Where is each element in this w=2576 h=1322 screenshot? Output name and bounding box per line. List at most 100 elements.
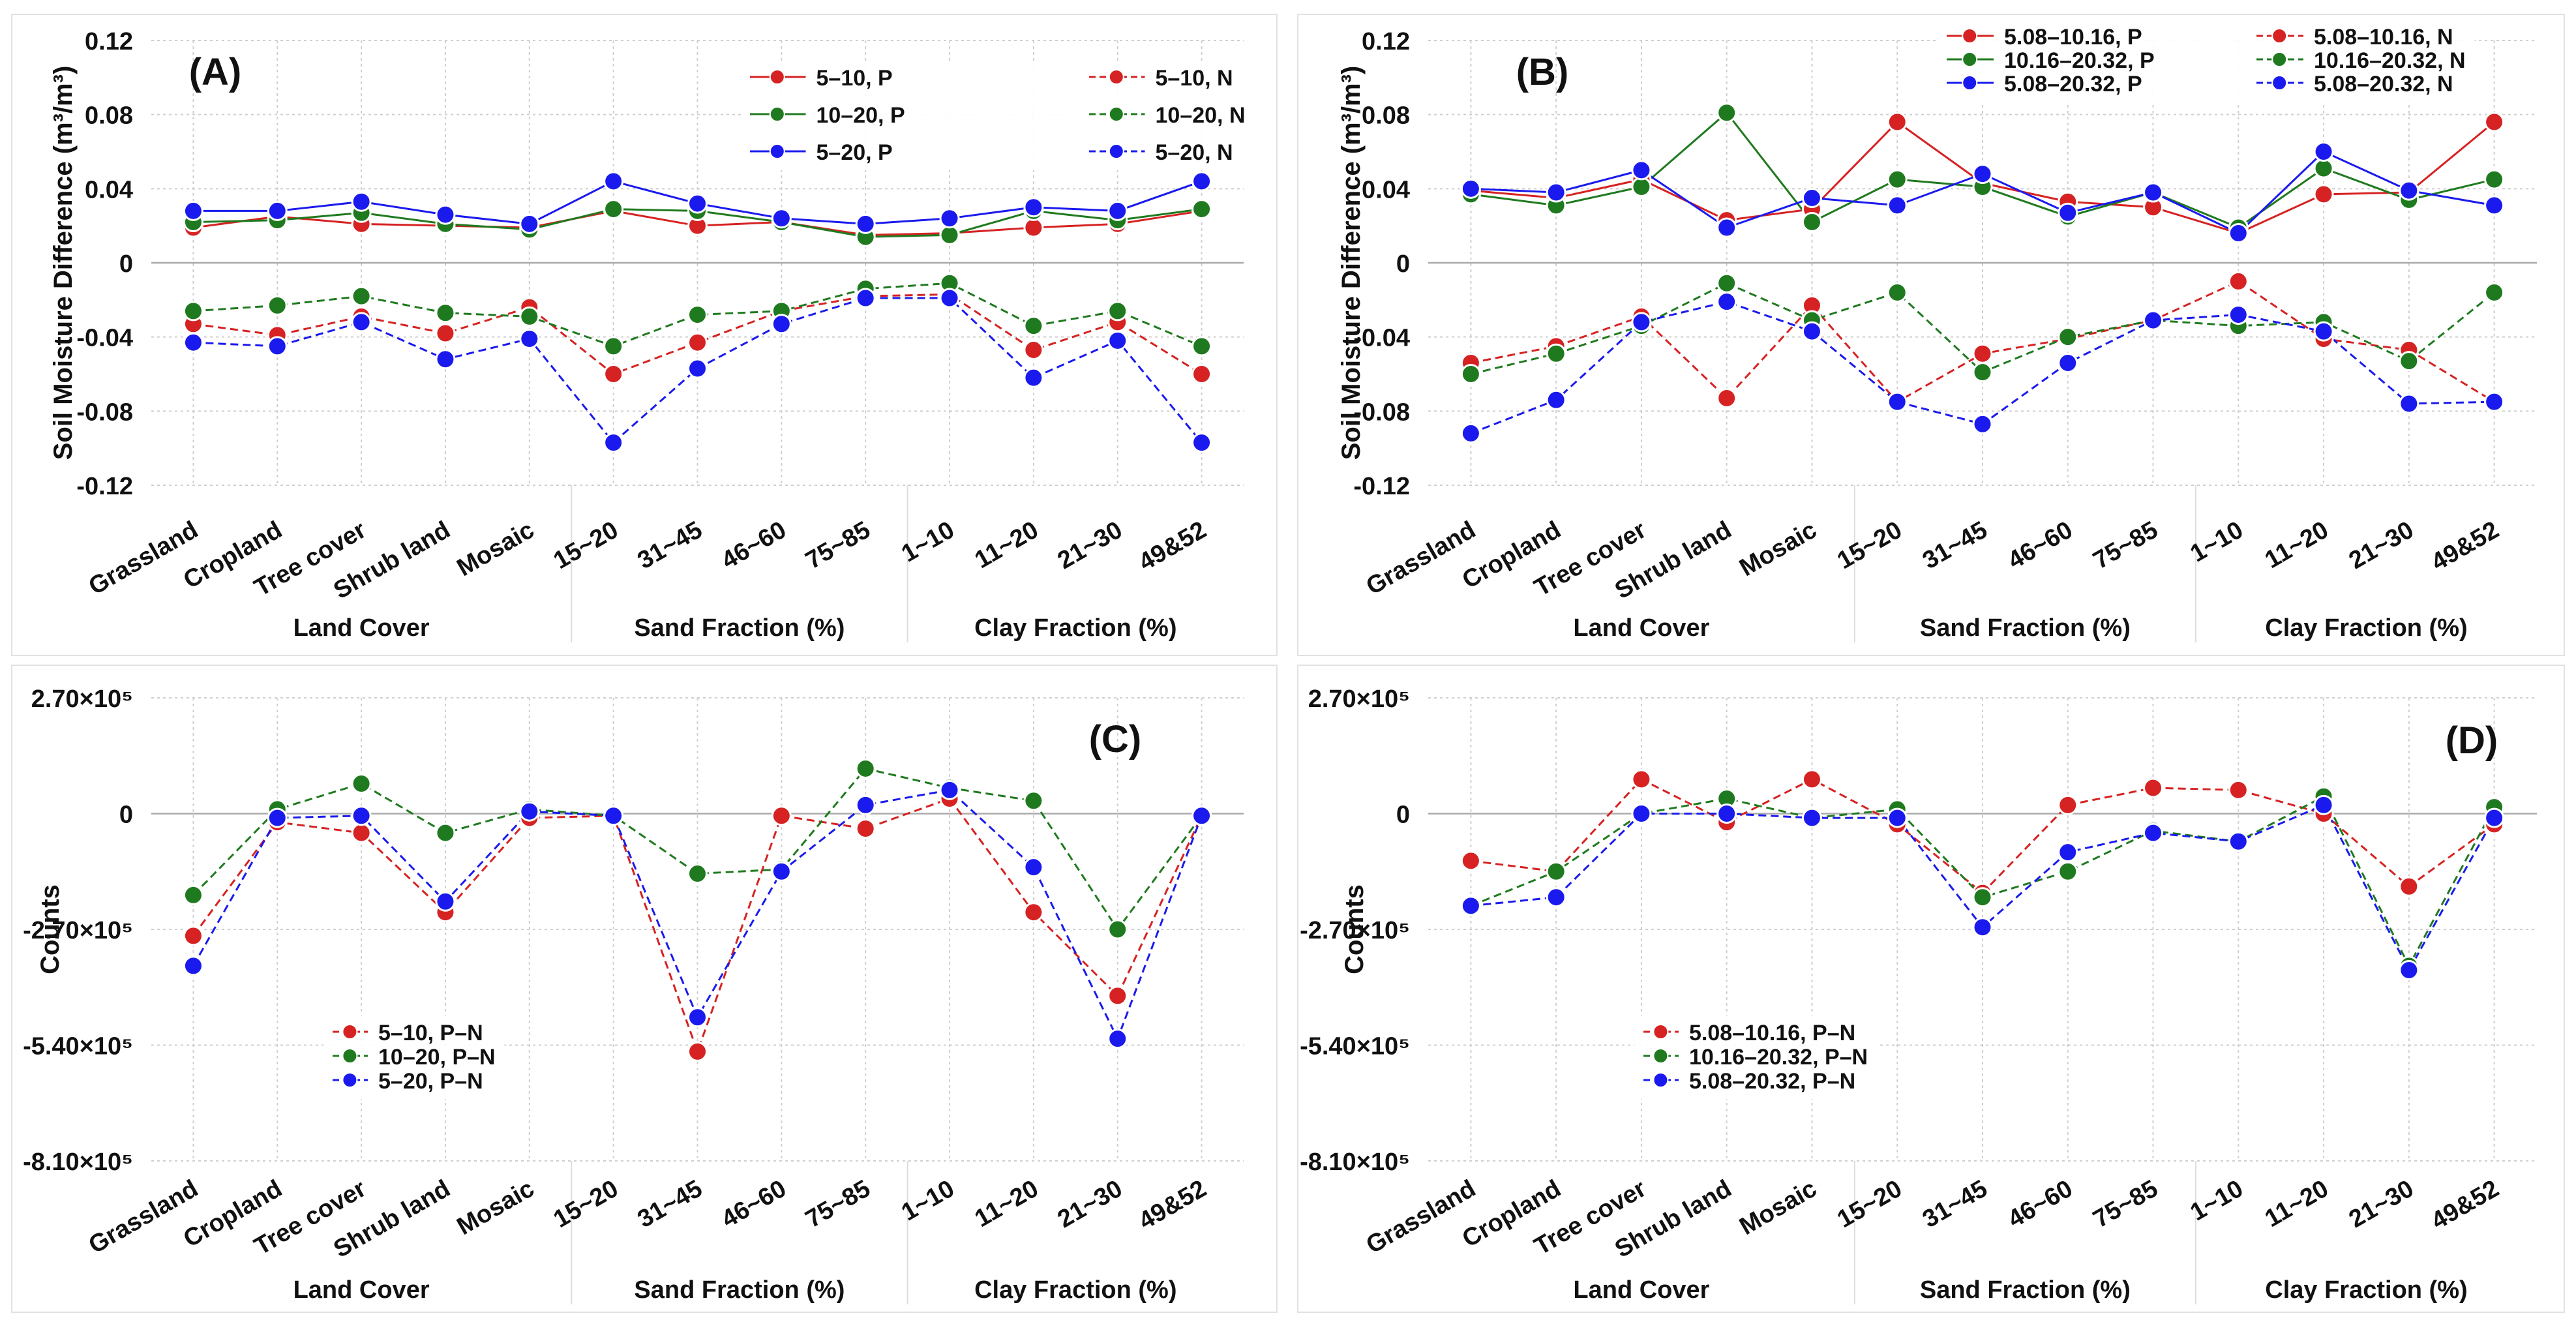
data-point (1460, 178, 1481, 199)
data-point (1023, 902, 1044, 923)
data-point (855, 819, 876, 839)
data-point (771, 805, 792, 826)
data-point (267, 336, 288, 357)
legend-entry: 10.16–20.32, P (2004, 48, 2155, 73)
y-tick-label: 0 (119, 802, 133, 829)
x-tick-label: 15~20 (549, 1175, 623, 1233)
x-tick-label: 15~20 (1833, 516, 1906, 575)
y-axis-label: Counts (36, 884, 65, 974)
y-tick-label: 0.04 (85, 176, 133, 203)
data-point (771, 314, 792, 335)
legend-marker (2271, 75, 2288, 91)
legend-marker (1653, 1048, 1669, 1064)
data-point (1972, 362, 1993, 383)
data-point (1631, 176, 1652, 197)
data-point (435, 822, 456, 843)
data-point (2143, 182, 2164, 203)
data-point (351, 822, 372, 843)
data-point (1107, 200, 1128, 221)
data-point (2058, 352, 2078, 373)
panel-d: 2.70×10⁵ 0 -2.70×10⁵ -5.40×10⁵ -8.10×10⁵Gras… (1297, 665, 2565, 1313)
group-label: Sand Fraction (%) (1920, 614, 2131, 642)
legend-marker (342, 1072, 358, 1088)
data-point (1023, 790, 1044, 811)
x-tick-label: 11~20 (970, 1175, 1043, 1233)
legend-entry: 5.08–20.32, P–N (1689, 1069, 1855, 1094)
data-point (687, 305, 708, 325)
legend-marker (342, 1048, 358, 1064)
data-point (2399, 959, 2419, 980)
y-tick-label: -2.70×10⁵ (1300, 917, 1410, 944)
panel-label: (D) (2446, 719, 2498, 762)
data-point (183, 301, 203, 322)
data-point (855, 288, 876, 308)
y-tick-label: -0.04 (1353, 325, 1410, 352)
x-tick-label: Mosaic (453, 516, 539, 582)
data-point (435, 891, 456, 912)
legend-entry: 5.08–10.16, N (2314, 25, 2453, 50)
x-tick-label: 31~45 (1918, 516, 1992, 575)
data-point (1631, 312, 1652, 333)
x-tick-label: 75~85 (2089, 1175, 2163, 1233)
data-point (1191, 364, 1212, 384)
legend-marker (769, 69, 785, 85)
y-tick-label: -8.10×10⁵ (1300, 1149, 1410, 1176)
data-point (2399, 876, 2419, 897)
data-point (1460, 850, 1481, 871)
y-tick-label: 0 (1396, 250, 1410, 278)
y-tick-label: -0.12 (1353, 473, 1410, 500)
x-tick-label: 11~20 (970, 516, 1043, 574)
data-point (2313, 142, 2334, 162)
data-point (1801, 188, 1822, 209)
data-point (1887, 169, 1908, 190)
data-point (687, 193, 708, 214)
data-point (1460, 423, 1481, 443)
x-tick-label: 31~45 (633, 1175, 707, 1233)
data-point (2484, 807, 2505, 828)
legend-entry: 10.16–20.32, P–N (1689, 1045, 1868, 1070)
legend-marker (1653, 1024, 1669, 1040)
data-point (1191, 199, 1212, 220)
legend-entry: 10.16–20.32, N (2314, 48, 2466, 73)
data-point (2399, 180, 2419, 201)
data-point (1887, 112, 1908, 132)
y-tick-label: -2.70×10⁵ (23, 917, 133, 944)
data-point (1023, 367, 1044, 388)
data-point (1716, 217, 1737, 238)
y-tick-label: 0.12 (85, 28, 133, 55)
data-point (603, 805, 624, 826)
legend-marker (1108, 106, 1124, 122)
x-tick-label: 15~20 (1833, 1175, 1906, 1233)
panel-a: 0.120.080.040-0.04-0.08-0.12GrasslandCro… (11, 14, 1278, 656)
legend-marker (2271, 28, 2288, 44)
data-point (2143, 822, 2164, 843)
data-point (771, 208, 792, 229)
y-tick-label: -0.04 (76, 325, 133, 352)
data-point (855, 758, 876, 779)
legend-entry: 5–10, P–N (378, 1021, 483, 1045)
data-point (1972, 343, 1993, 364)
x-tick-label: 11~20 (2260, 1175, 2333, 1233)
data-point (1716, 804, 1737, 824)
data-point (1023, 316, 1044, 337)
data-point (2313, 184, 2334, 205)
data-point (603, 171, 624, 192)
legend-entry: 10–20, N (1156, 103, 1246, 128)
x-tick-label: Grassland (1362, 1175, 1480, 1259)
data-point (267, 200, 288, 221)
y-axis-label: Counts (1340, 884, 1369, 974)
legend-entry: 5–10, N (1156, 66, 1233, 91)
legend-entry: 10–20, P (816, 103, 905, 128)
x-tick-label: Mosaic (453, 1175, 539, 1240)
group-label: Clay Fraction (%) (2265, 1276, 2467, 1304)
legend-entry: 5.08–20.32, P (2004, 72, 2142, 97)
data-point (1546, 343, 1566, 364)
legend: 5–10, P–N10–20, P–N5–20, P–N (323, 1015, 505, 1099)
x-tick-label: 21~30 (1053, 516, 1127, 575)
y-tick-label: -5.40×10⁵ (1300, 1033, 1410, 1060)
group-label: Land Cover (1573, 614, 1709, 642)
panel-label: (A) (189, 51, 242, 93)
data-point (2484, 112, 2505, 132)
legend-entry: 10–20, P–N (378, 1045, 496, 1070)
x-tick-label: 49&52 (1134, 516, 1211, 576)
